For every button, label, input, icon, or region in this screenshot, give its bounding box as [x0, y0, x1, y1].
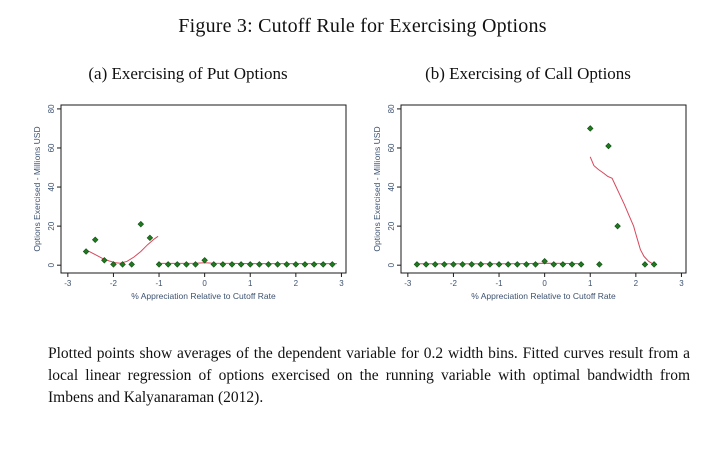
figure-caption: Plotted points show averages of the depe…: [48, 345, 690, 406]
data-point: [155, 261, 163, 268]
data-point: [183, 261, 190, 268]
fitted-curve: [589, 156, 657, 266]
data-point: [329, 261, 336, 268]
x-tick-label: -2: [110, 279, 118, 288]
data-point: [587, 125, 594, 132]
data-point: [523, 261, 530, 268]
put-options-chart: 0 20 40 60 80 -3 -2 -1 0 1 2 3 % Appreciation Relati…: [32, 104, 347, 301]
data-point: [532, 261, 539, 268]
data-point: [650, 261, 658, 268]
data-point: [596, 261, 603, 268]
x-tick-label: 1: [588, 279, 593, 288]
x-tick-label: -1: [495, 279, 503, 288]
data-point: [256, 261, 263, 268]
x-tick-label: 2: [634, 279, 639, 288]
y-tick-label: 60: [47, 143, 56, 152]
data-point: [614, 222, 621, 230]
data-point: [91, 236, 99, 244]
data-point: [559, 261, 567, 268]
y-tick-label: 20: [47, 221, 56, 230]
plot-frame: [400, 104, 687, 274]
data-point: [110, 261, 117, 268]
data-point: [247, 261, 254, 268]
data-point: [301, 261, 309, 268]
y-tick-label: 40: [387, 182, 396, 191]
data-point: [422, 261, 430, 268]
data-point: [550, 261, 557, 268]
put-options-panel: (a) Exercising of Put Options 0 20 40 60 80-…: [27, 64, 349, 303]
x-axis-title: % Appreciation Relative to Cutoff Rate: [131, 291, 276, 301]
data-point: [468, 261, 475, 268]
data-point: [192, 261, 199, 268]
call-options-panel: (b) Exercising of Call Options 0 20 40 60 80…: [367, 64, 689, 303]
put-options-panel-title: (a) Exercising of Put Options: [88, 64, 288, 83]
x-tick-label: 3: [679, 279, 684, 288]
y-tick-label: 80: [387, 104, 396, 113]
data-point: [431, 261, 439, 268]
data-point: [283, 261, 290, 268]
data-point: [605, 142, 612, 150]
data-point: [101, 257, 108, 264]
call-options-chart: 0 20 40 60 80 -3 -2 -1 0 1 2 3 % Appreciation Relati…: [372, 104, 687, 301]
data-point: [201, 257, 208, 264]
data-point: [486, 261, 494, 268]
data-point: [82, 248, 90, 255]
data-point: [146, 234, 154, 242]
data-point: [210, 261, 217, 268]
y-tick-label: 40: [47, 182, 56, 191]
data-point: [441, 261, 448, 268]
x-tick-label: -3: [404, 279, 412, 288]
x-tick-label: 1: [248, 279, 253, 288]
call-options-panel-title: (b) Exercising of Call Options: [425, 64, 631, 83]
x-tick-label: -3: [64, 279, 72, 288]
data-point: [219, 261, 227, 268]
y-tick-label: 0: [47, 262, 56, 267]
data-point: [228, 261, 236, 268]
data-point: [413, 261, 421, 268]
data-point: [174, 261, 181, 268]
data-point: [274, 261, 281, 268]
y-axis-title: Options Exercised - Millions USD: [32, 126, 42, 251]
data-point: [119, 261, 126, 268]
data-point: [450, 261, 457, 268]
fitted-curve: [88, 235, 159, 264]
data-point: [164, 261, 172, 268]
x-tick-label: -2: [450, 279, 458, 288]
x-tick-label: 0: [542, 279, 547, 288]
data-point: [495, 261, 503, 268]
data-point: [292, 261, 300, 268]
data-point: [310, 261, 318, 268]
y-tick-label: 80: [47, 104, 56, 113]
data-point: [477, 261, 485, 268]
x-tick-label: 3: [339, 279, 344, 288]
data-point: [504, 261, 512, 268]
data-point: [137, 220, 145, 228]
data-point: [577, 261, 585, 268]
y-tick-label: 0: [387, 262, 396, 267]
data-point: [128, 261, 135, 268]
figure-title: Figure 3: Cutoff Rule for Exercising Opt…: [178, 15, 547, 37]
data-point: [641, 261, 649, 268]
x-tick-label: 2: [294, 279, 299, 288]
x-tick-label: -1: [155, 279, 163, 288]
data-point: [541, 258, 548, 265]
data-point: [265, 261, 272, 268]
y-axis-title: Options Exercised - Millions USD: [372, 126, 382, 251]
data-point: [237, 261, 245, 268]
x-axis-title: % Appreciation Relative to Cutoff Rate: [471, 291, 616, 301]
data-point: [514, 261, 521, 268]
y-tick-label: 60: [387, 143, 396, 152]
y-tick-label: 20: [387, 221, 396, 230]
data-point: [319, 261, 327, 268]
data-point: [568, 261, 576, 268]
data-point: [459, 261, 466, 268]
plot-frame: [60, 104, 347, 274]
chart-panels: (a) Exercising of Put Options 0 20 40 60 80-…: [27, 64, 725, 303]
x-tick-label: 0: [202, 279, 207, 288]
